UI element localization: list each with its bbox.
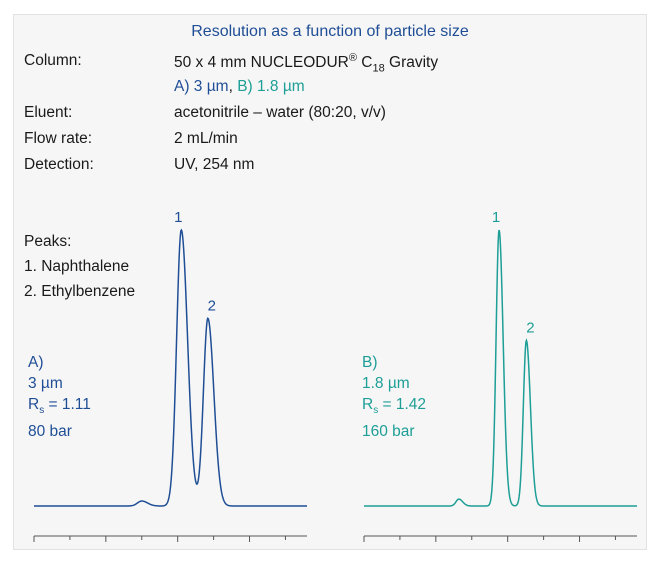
chromatogram-trace-a — [34, 228, 307, 507]
annotation-b-rs-symbol: R — [362, 396, 374, 413]
annotation-a-rs-subscript: s — [39, 405, 45, 417]
particle-sizes: A) 3 µm, B) 1.8 µm — [174, 78, 305, 96]
x-tick-label-a: 0.4 — [97, 547, 114, 549]
annotation-a-rs: Rs = 1.11 — [28, 394, 91, 421]
chromatogram-plot: 1 2 0.4 0.6 1 2 0.4 0.6 min — [33, 209, 637, 549]
column-name: 50 x 4 mm NUCLEODUR — [174, 54, 349, 72]
peak-label-b-1: 1 — [492, 209, 500, 226]
column-type: Gravity — [384, 54, 439, 72]
annotation-b-size: 1.8 µm — [362, 375, 410, 392]
peaks-heading: Peaks: — [24, 233, 72, 250]
particle-size-a: A) 3 µm — [174, 78, 229, 95]
annotation-b-name: B) — [362, 354, 378, 371]
annotation-b-rs-subscript: s — [373, 405, 379, 417]
x-tick-label-a: 0.6 — [241, 547, 258, 549]
peak-legend: Peaks: 1. Naphthalene 2. Ethylbenzene — [24, 231, 135, 302]
particle-size-b: B) 1.8 µm — [237, 78, 305, 95]
column-phase-subscript: 18 — [372, 62, 385, 75]
particle-separator: , — [228, 78, 238, 95]
annotation-a-pressure: 80 bar — [28, 423, 72, 441]
flow-rate-label: Flow rate: — [24, 130, 93, 147]
chromatogram-trace-b — [364, 229, 637, 507]
eluent-label: Eluent: — [24, 104, 73, 121]
x-tick-label-b: 0.4 — [427, 547, 444, 549]
flow-rate-value: 2 mL/min — [174, 130, 238, 147]
annotation-b-rs: Rs = 1.42 — [362, 394, 426, 421]
column-value: 50 x 4 mm NUCLEODUR® C18 Gravity — [174, 52, 438, 74]
column-phase: C — [356, 54, 373, 72]
chart-title: Resolution as a function of particle siz… — [191, 23, 469, 40]
peak-label-b-2: 2 — [526, 319, 534, 336]
eluent-value: acetonitrile – water (80:20, v/v) — [174, 104, 386, 121]
annotation-a: A) 3 µm Rs = 1.11 80 bar — [28, 352, 91, 442]
detection-value: UV, 254 nm — [174, 156, 255, 173]
x-unit-label: min — [617, 547, 636, 549]
x-tick-label-b: 0.6 — [571, 547, 588, 549]
peak-1-name: 1. Naphthalene — [24, 258, 130, 275]
peak-label-a-1: 1 — [174, 209, 182, 226]
column-label: Column: — [24, 52, 82, 69]
annotation-a-size: 3 µm — [28, 375, 63, 392]
annotation-a-name: A) — [28, 354, 44, 371]
detection-label: Detection: — [24, 156, 94, 173]
annotation-b: B) 1.8 µm Rs = 1.42 160 bar — [362, 352, 426, 442]
annotation-b-rs-value: = 1.42 — [378, 396, 427, 413]
figure-panel: Resolution as a function of particle siz… — [13, 14, 647, 550]
annotation-a-rs-symbol: R — [28, 396, 40, 413]
annotation-b-pressure: 160 bar — [362, 423, 415, 441]
annotation-a-rs-value: = 1.11 — [44, 396, 91, 413]
peak-label-a-2: 2 — [208, 297, 216, 314]
registered-mark: ® — [348, 52, 357, 64]
peak-2-name: 2. Ethylbenzene — [24, 283, 136, 300]
